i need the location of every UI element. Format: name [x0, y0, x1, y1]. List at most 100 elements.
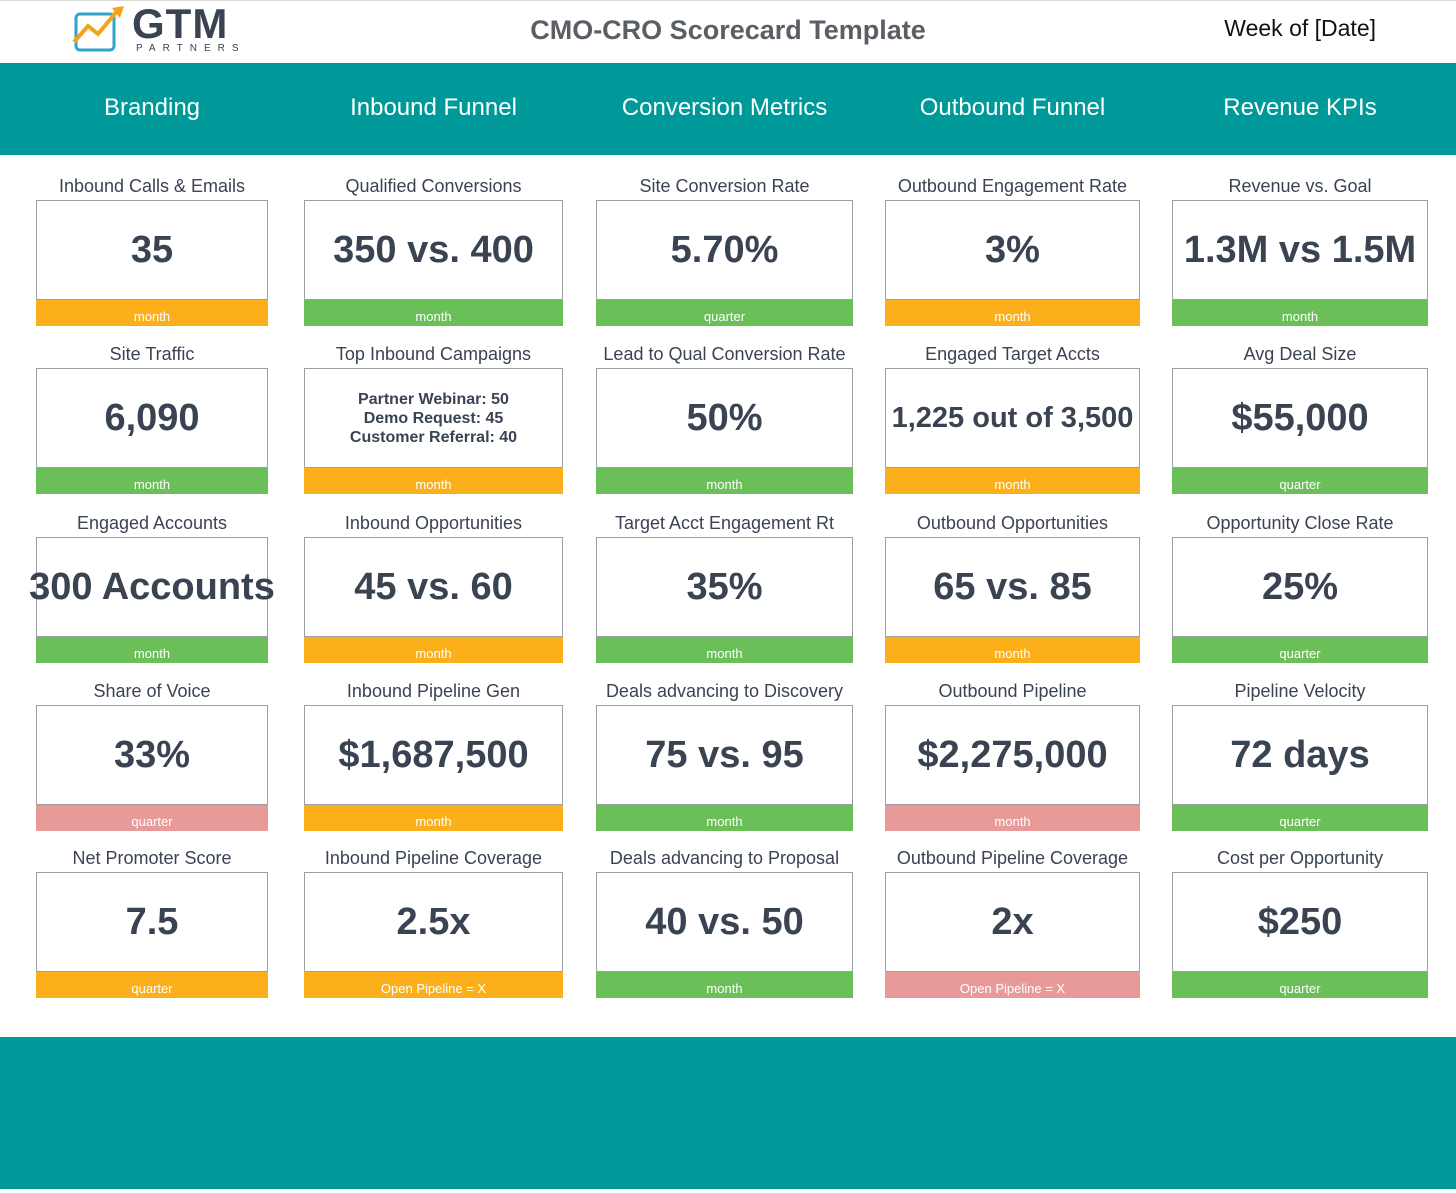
week-label: Week of [Date] [1224, 15, 1376, 41]
metric-value: 300 Accounts [29, 565, 275, 608]
metric-label: Inbound Opportunities [344, 513, 523, 533]
metric-period-status: quarter [1172, 637, 1428, 663]
metric-value-box: 7.5 [36, 872, 268, 972]
metric-tile: Outbound Pipeline $2,275,000 month [885, 681, 1140, 831]
metric-value: 25% [1261, 565, 1339, 608]
metric-label: Target Acct Engagement Rt [614, 513, 835, 533]
metric-tile: Outbound Pipeline Coverage 2x Open Pipelin… [885, 848, 1140, 998]
metric-value-box: $1,687,500 [304, 705, 563, 805]
metric-label: Share of Voice [93, 681, 211, 701]
metric-value-box: 35% [596, 537, 853, 637]
metric-label: Engaged Target Accts [925, 344, 1100, 364]
metric-label: Revenue vs. Goal [1228, 176, 1372, 196]
metric-value-box: 5.70% [596, 200, 853, 300]
metric-label: Inbound Pipeline Gen [346, 681, 521, 701]
metric-value: 33% [113, 733, 191, 776]
metric-tile: Net Promoter Score 7.5 quarter [36, 848, 268, 998]
metric-value-box: 2.5x [304, 872, 563, 972]
metric-tile: Inbound Pipeline Coverage 2.5x Open Pipeli… [304, 848, 563, 998]
metric-tile: Avg Deal Size $55,000 quarter [1172, 344, 1428, 494]
metric-period-status: month [304, 468, 563, 494]
metric-tile: Outbound Opportunities 65 vs. 85 month [885, 513, 1140, 663]
metric-tile: Pipeline Velocity 72 days quarter [1172, 681, 1428, 831]
metric-period-status: quarter [596, 300, 853, 326]
metric-value: 75 vs. 95 [645, 733, 804, 776]
metric-period-status: quarter [36, 805, 268, 831]
metric-value-box: 35 [36, 200, 268, 300]
category-inbound-funnel: Inbound Funnel [350, 94, 517, 121]
metric-label: Deals advancing to Proposal [609, 848, 840, 868]
metric-value: 2.5x [396, 900, 471, 943]
metric-value: Partner Webinar: 50 Demo Request: 45 Cus… [349, 390, 518, 446]
metric-tile: Qualified Conversions 350 vs. 400 month [304, 176, 563, 326]
metric-tile: Deals advancing to Discovery 75 vs. 95 mon… [596, 681, 853, 831]
metric-label: Avg Deal Size [1243, 344, 1357, 364]
metric-label: Site Conversion Rate [639, 176, 810, 196]
metric-tile: Inbound Pipeline Gen $1,687,500 month [304, 681, 563, 831]
metric-label: Opportunity Close Rate [1206, 513, 1394, 533]
metric-label: Inbound Pipeline Coverage [324, 848, 543, 868]
metric-value-box: 25% [1172, 537, 1428, 637]
metric-value: 40 vs. 50 [645, 900, 804, 943]
metric-value-box: 65 vs. 85 [885, 537, 1140, 637]
gtm-partners-logo: GTM PARTNERS [72, 0, 242, 56]
metric-period-status: month [596, 805, 853, 831]
metric-value: $55,000 [1231, 396, 1369, 439]
metric-value: 1,225 out of 3,500 [891, 401, 1134, 434]
metric-label: Outbound Opportunities [916, 513, 1109, 533]
metric-value: 5.70% [670, 228, 779, 271]
metric-value-box: Partner Webinar: 50 Demo Request: 45 Cus… [304, 368, 563, 468]
metric-value-box: 1,225 out of 3,500 [885, 368, 1140, 468]
metric-value-box: 6,090 [36, 368, 268, 468]
metric-label: Deals advancing to Discovery [605, 681, 844, 701]
category-branding: Branding [103, 94, 201, 121]
metric-label: Lead to Qual Conversion Rate [603, 344, 846, 364]
metric-label: Outbound Pipeline [938, 681, 1087, 701]
metric-value: 7.5 [125, 900, 179, 943]
metric-period-status: month [885, 805, 1140, 831]
metric-value: 50% [686, 396, 763, 439]
metric-tile: Cost per Opportunity $250 quarter [1172, 848, 1428, 998]
metric-tile: Target Acct Engagement Rt 35% month [596, 513, 853, 663]
metric-period-status: month [36, 637, 268, 663]
metric-value: $1,687,500 [338, 733, 529, 776]
category-revenue-kpis: Revenue KPIs [1223, 94, 1377, 121]
metric-value-box: 33% [36, 705, 268, 805]
metric-value-box: $250 [1172, 872, 1428, 972]
metric-value: 6,090 [104, 396, 200, 439]
metric-value-box: 40 vs. 50 [596, 872, 853, 972]
logo-text: GTM [132, 0, 229, 47]
metric-label: Engaged Accounts [76, 513, 228, 533]
metric-value: 1.3M vs 1.5M [1183, 228, 1417, 271]
metric-period-status: quarter [1172, 468, 1428, 494]
logo-subtext: PARTNERS [136, 43, 246, 54]
metric-period-status: month [596, 972, 853, 998]
category-conversion-metrics: Conversion Metrics [621, 94, 828, 121]
metric-tile: Share of Voice 33% quarter [36, 681, 268, 831]
metric-period-status: quarter [1172, 972, 1428, 998]
metric-period-status: month [885, 468, 1140, 494]
metric-tile: Inbound Calls & Emails 35 month [36, 176, 268, 326]
metric-value: 65 vs. 85 [933, 565, 1092, 608]
metric-label: Outbound Engagement Rate [897, 176, 1128, 196]
metric-period-status: month [36, 300, 268, 326]
metric-value: 35 [130, 228, 174, 271]
metric-tile: Engaged Accounts 300 Accounts month [29, 513, 275, 663]
metric-tile: Lead to Qual Conversion Rate 50% month [596, 344, 853, 494]
metric-value-box: 2x [885, 872, 1140, 972]
metric-period-status: month [885, 637, 1140, 663]
metric-tile: Outbound Engagement Rate 3% month [885, 176, 1140, 326]
metric-value: 2x [991, 900, 1034, 943]
metric-period-status: month [885, 300, 1140, 326]
metric-value-box: $2,275,000 [885, 705, 1140, 805]
metric-tile: Top Inbound Campaigns Partner Webinar: 50… [304, 344, 563, 494]
metric-period-status: Open Pipeline = X [885, 972, 1140, 998]
metric-label: Pipeline Velocity [1234, 681, 1366, 701]
metric-tile: Site Conversion Rate 5.70% quarter [596, 176, 853, 326]
metric-value-box: $55,000 [1172, 368, 1428, 468]
metric-period-status: month [304, 300, 563, 326]
page-title: CMO-CRO Scorecard Template [530, 15, 926, 45]
metric-tile: Revenue vs. Goal 1.3M vs 1.5M month [1172, 176, 1428, 326]
metric-label: Qualified Conversions [345, 176, 522, 196]
metric-label: Cost per Opportunity [1216, 848, 1384, 868]
